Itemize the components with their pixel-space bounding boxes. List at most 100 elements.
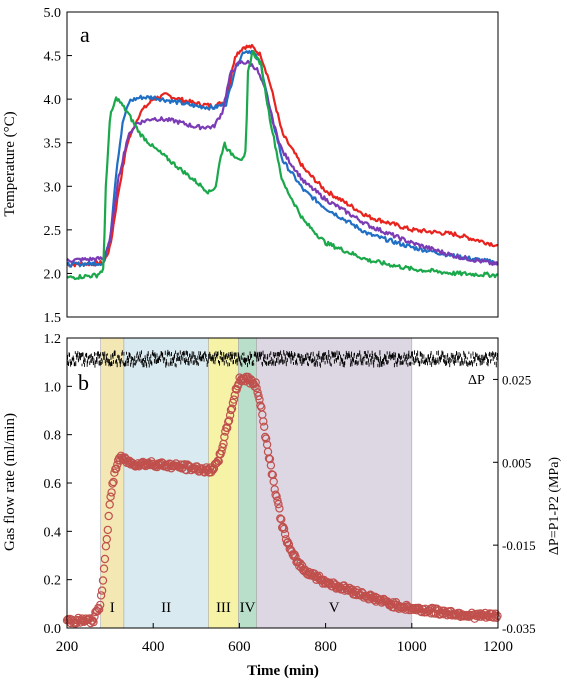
phase-region-labels: I II III IV V [110,600,340,616]
gas-flow-point [275,504,284,513]
panel-a-y-tick-label: 4.0 [44,93,62,108]
gas-flow-point [106,492,115,501]
gas-flow-point [102,534,112,544]
panel-b-right-axis: 0.025 0.005 -0.015 -0.035 [493,372,536,636]
gas-flow-point [220,432,229,442]
gas-flow-point [227,404,237,413]
gas-flow-point [261,434,271,443]
panel-b-x-tick-label: 800 [314,639,337,655]
gas-flow-point [279,524,289,534]
gas-flow-point [255,395,264,404]
panel-b-label: b [78,370,89,395]
gas-flow-point [103,525,113,535]
gas-flow-point [266,461,276,470]
gas-flow-point [222,423,232,433]
panel-a-frame [66,11,499,318]
gas-flow-point [265,454,275,464]
phase-region-label: IV [240,600,256,616]
panel-b-y2-tick-label: -0.035 [502,621,536,636]
temperature-line-green [66,49,499,281]
gas-flow-point [251,378,260,387]
delta-p-series [66,349,499,368]
gas-flow-point [273,496,282,505]
gas-flow-point [252,383,261,393]
gas-flow-point [254,391,263,401]
panel-b-x-tick-label: 400 [142,639,165,655]
gas-flow-point [112,464,121,473]
gas-flow-point [260,422,269,431]
panel-b-y-tick-label: 1.2 [44,332,62,347]
gas-flow-point [229,395,239,404]
temperature-line-blue [66,49,499,268]
phase-region-label: III [216,600,231,616]
gas-flow-point [109,477,118,487]
delta-p-label: ΔP [468,373,485,388]
panel-b-y2-label: ΔP=P1-P2 (MPa) [547,457,562,556]
panel-b-x-tick-label: 1200 [483,639,513,655]
panel-b-x-tick-label: 600 [228,639,251,655]
panel-a-label: a [80,22,90,47]
phase-regions [100,337,413,629]
gas-flow-series [62,372,502,628]
gas-flow-point [271,490,280,499]
panel-a-y-tick-label: 2.0 [44,267,62,282]
panel-b-x-axis: 200 400 600 800 1000 1200 [56,623,513,655]
panel-b-x-tick-label: 200 [56,639,79,655]
panel-a-y-label: Temperature (°C) [2,111,18,216]
gas-flow-point [274,499,283,509]
panel-b-y-label: Gas flow rate (ml/min) [2,413,18,551]
gas-flow-point [99,564,109,573]
gas-flow-point [272,492,281,501]
panel-a-y-axis: 1.5 2.0 2.5 3.0 3.5 4.0 4.5 5.0 [44,6,72,326]
panel-a-series [66,43,499,281]
phase-region-label: I [110,600,115,616]
panel-b-y-tick-label: 0.0 [44,622,62,637]
panel-a: 1.5 2.0 2.5 3.0 3.5 4.0 4.5 5.0 a Temperature (… [2,6,499,326]
gas-flow-point [259,417,268,426]
panel-a-y-tick-label: 1.5 [44,311,62,326]
panel-a-y-tick-label: 5.0 [44,6,62,21]
phase-region-label: V [329,600,340,616]
gas-flow-point [100,554,110,564]
gas-flow-point [95,600,105,610]
panel-b-x-label: Time (min) [247,663,319,679]
panel-a-y-tick-label: 3.0 [44,180,62,195]
gas-flow-point [224,416,234,425]
gas-flow-point [277,515,286,524]
panel-b-y-tick-label: 0.6 [44,477,62,492]
phase-region-label: II [161,600,171,616]
phase-region-V [256,337,413,629]
gas-flow-point [105,500,114,509]
panel-a-y-tick-label: 3.5 [44,137,62,152]
gas-flow-point [110,468,119,477]
temperature-line-red [66,43,499,268]
gas-flow-point [276,514,285,523]
gas-flow-point [107,488,116,497]
gas-flow-point [491,609,500,618]
gas-flow-point [104,511,113,521]
gas-flow-point [232,385,241,394]
panel-a-y-tick-label: 4.5 [44,50,62,65]
panel-b: 0.0 0.2 0.4 0.6 0.8 1.0 1.2 0.025 0.005 -0.015 -0… [2,332,562,679]
panel-b-y-tick-label: 0.4 [44,525,62,540]
gas-flow-point [230,391,239,400]
panel-b-y-tick-label: 0.8 [44,429,62,444]
gas-flow-point [96,591,106,600]
panel-b-y-tick-label: 0.2 [44,574,62,589]
gas-flow-point [284,540,294,549]
panel-b-y2-tick-label: 0.005 [502,455,531,470]
gas-flow-point [94,605,104,614]
phase-region-III [208,337,239,629]
temperature-line-purple [66,59,499,266]
gas-flow-point [218,443,227,452]
gas-flow-point [108,479,117,488]
panel-b-y2-tick-label: 0.025 [502,372,531,387]
panel-b-y2-tick-label: -0.015 [502,538,536,553]
panel-b-x-tick-label: 1000 [397,639,427,655]
gas-flow-point [89,617,98,627]
phase-region-II [123,337,209,629]
gas-flow-point [97,586,107,595]
panel-b-y-axis: 0.0 0.2 0.4 0.6 0.8 1.0 1.2 [44,332,72,637]
panel-a-y-tick-label: 2.5 [44,224,62,239]
